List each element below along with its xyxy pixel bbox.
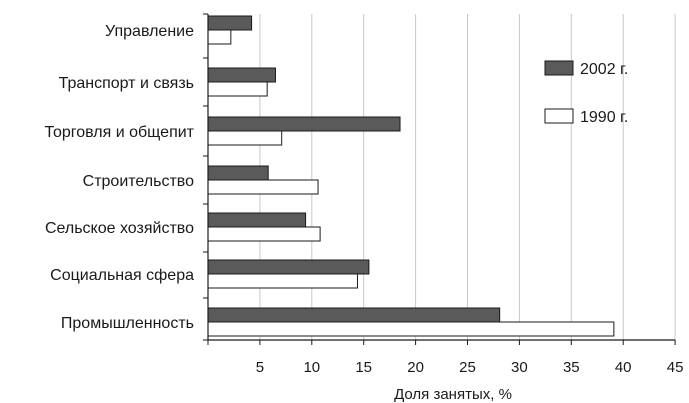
legend-label-2: 1990 г. bbox=[580, 109, 628, 126]
bar-series2-7 bbox=[207, 321, 615, 337]
category-label-1: Управление bbox=[105, 23, 194, 40]
category-label-3: Торговля и общепит bbox=[44, 124, 194, 141]
x-axis-title: Доля занятых, % bbox=[394, 386, 512, 403]
legend-label-1: 2002 г. bbox=[580, 61, 628, 78]
bar-series2-1 bbox=[207, 29, 232, 45]
bar-series1-1 bbox=[207, 15, 253, 31]
x-tick-label-20: 20 bbox=[407, 359, 424, 376]
category-label-5: Сельское хозяйство bbox=[45, 220, 194, 237]
x-tick-label-40: 40 bbox=[615, 359, 632, 376]
x-tick-label-30: 30 bbox=[511, 359, 528, 376]
bar-series1-4 bbox=[207, 165, 269, 181]
axes bbox=[203, 13, 676, 345]
x-tick-label-15: 15 bbox=[355, 359, 372, 376]
bar-series1-7 bbox=[207, 307, 501, 323]
x-tick-label-25: 25 bbox=[459, 359, 476, 376]
category-label-7: Промышленность bbox=[61, 315, 194, 332]
x-tick-label-45: 45 bbox=[667, 359, 684, 376]
legend-swatch-1 bbox=[544, 60, 574, 76]
category-labels: Управление Транспорт и связь Торговля и об… bbox=[44, 23, 194, 332]
category-label-6: Социальная сфера bbox=[50, 267, 194, 284]
bar-series2-6 bbox=[207, 273, 358, 289]
bar-series2-4 bbox=[207, 179, 319, 195]
legend-swatch-2 bbox=[544, 108, 574, 124]
category-label-4: Строительство bbox=[83, 173, 194, 190]
bar-series2-5 bbox=[207, 226, 321, 242]
legend: 2002 г. 1990 г. bbox=[544, 60, 628, 126]
x-tick-label-10: 10 bbox=[303, 359, 320, 376]
category-label-2: Транспорт и связь bbox=[59, 75, 194, 92]
bar-series1-2 bbox=[207, 67, 276, 83]
bar-series1-6 bbox=[207, 259, 370, 275]
x-tick-label-5: 5 bbox=[256, 359, 264, 376]
bar-series1-5 bbox=[207, 212, 307, 228]
bar-series1-3 bbox=[207, 116, 401, 132]
x-tick-labels: 5 10 15 20 25 30 35 40 45 bbox=[256, 359, 684, 376]
bar-series2-2 bbox=[207, 81, 268, 97]
x-tick-label-35: 35 bbox=[563, 359, 580, 376]
bar-series2-3 bbox=[207, 130, 283, 146]
